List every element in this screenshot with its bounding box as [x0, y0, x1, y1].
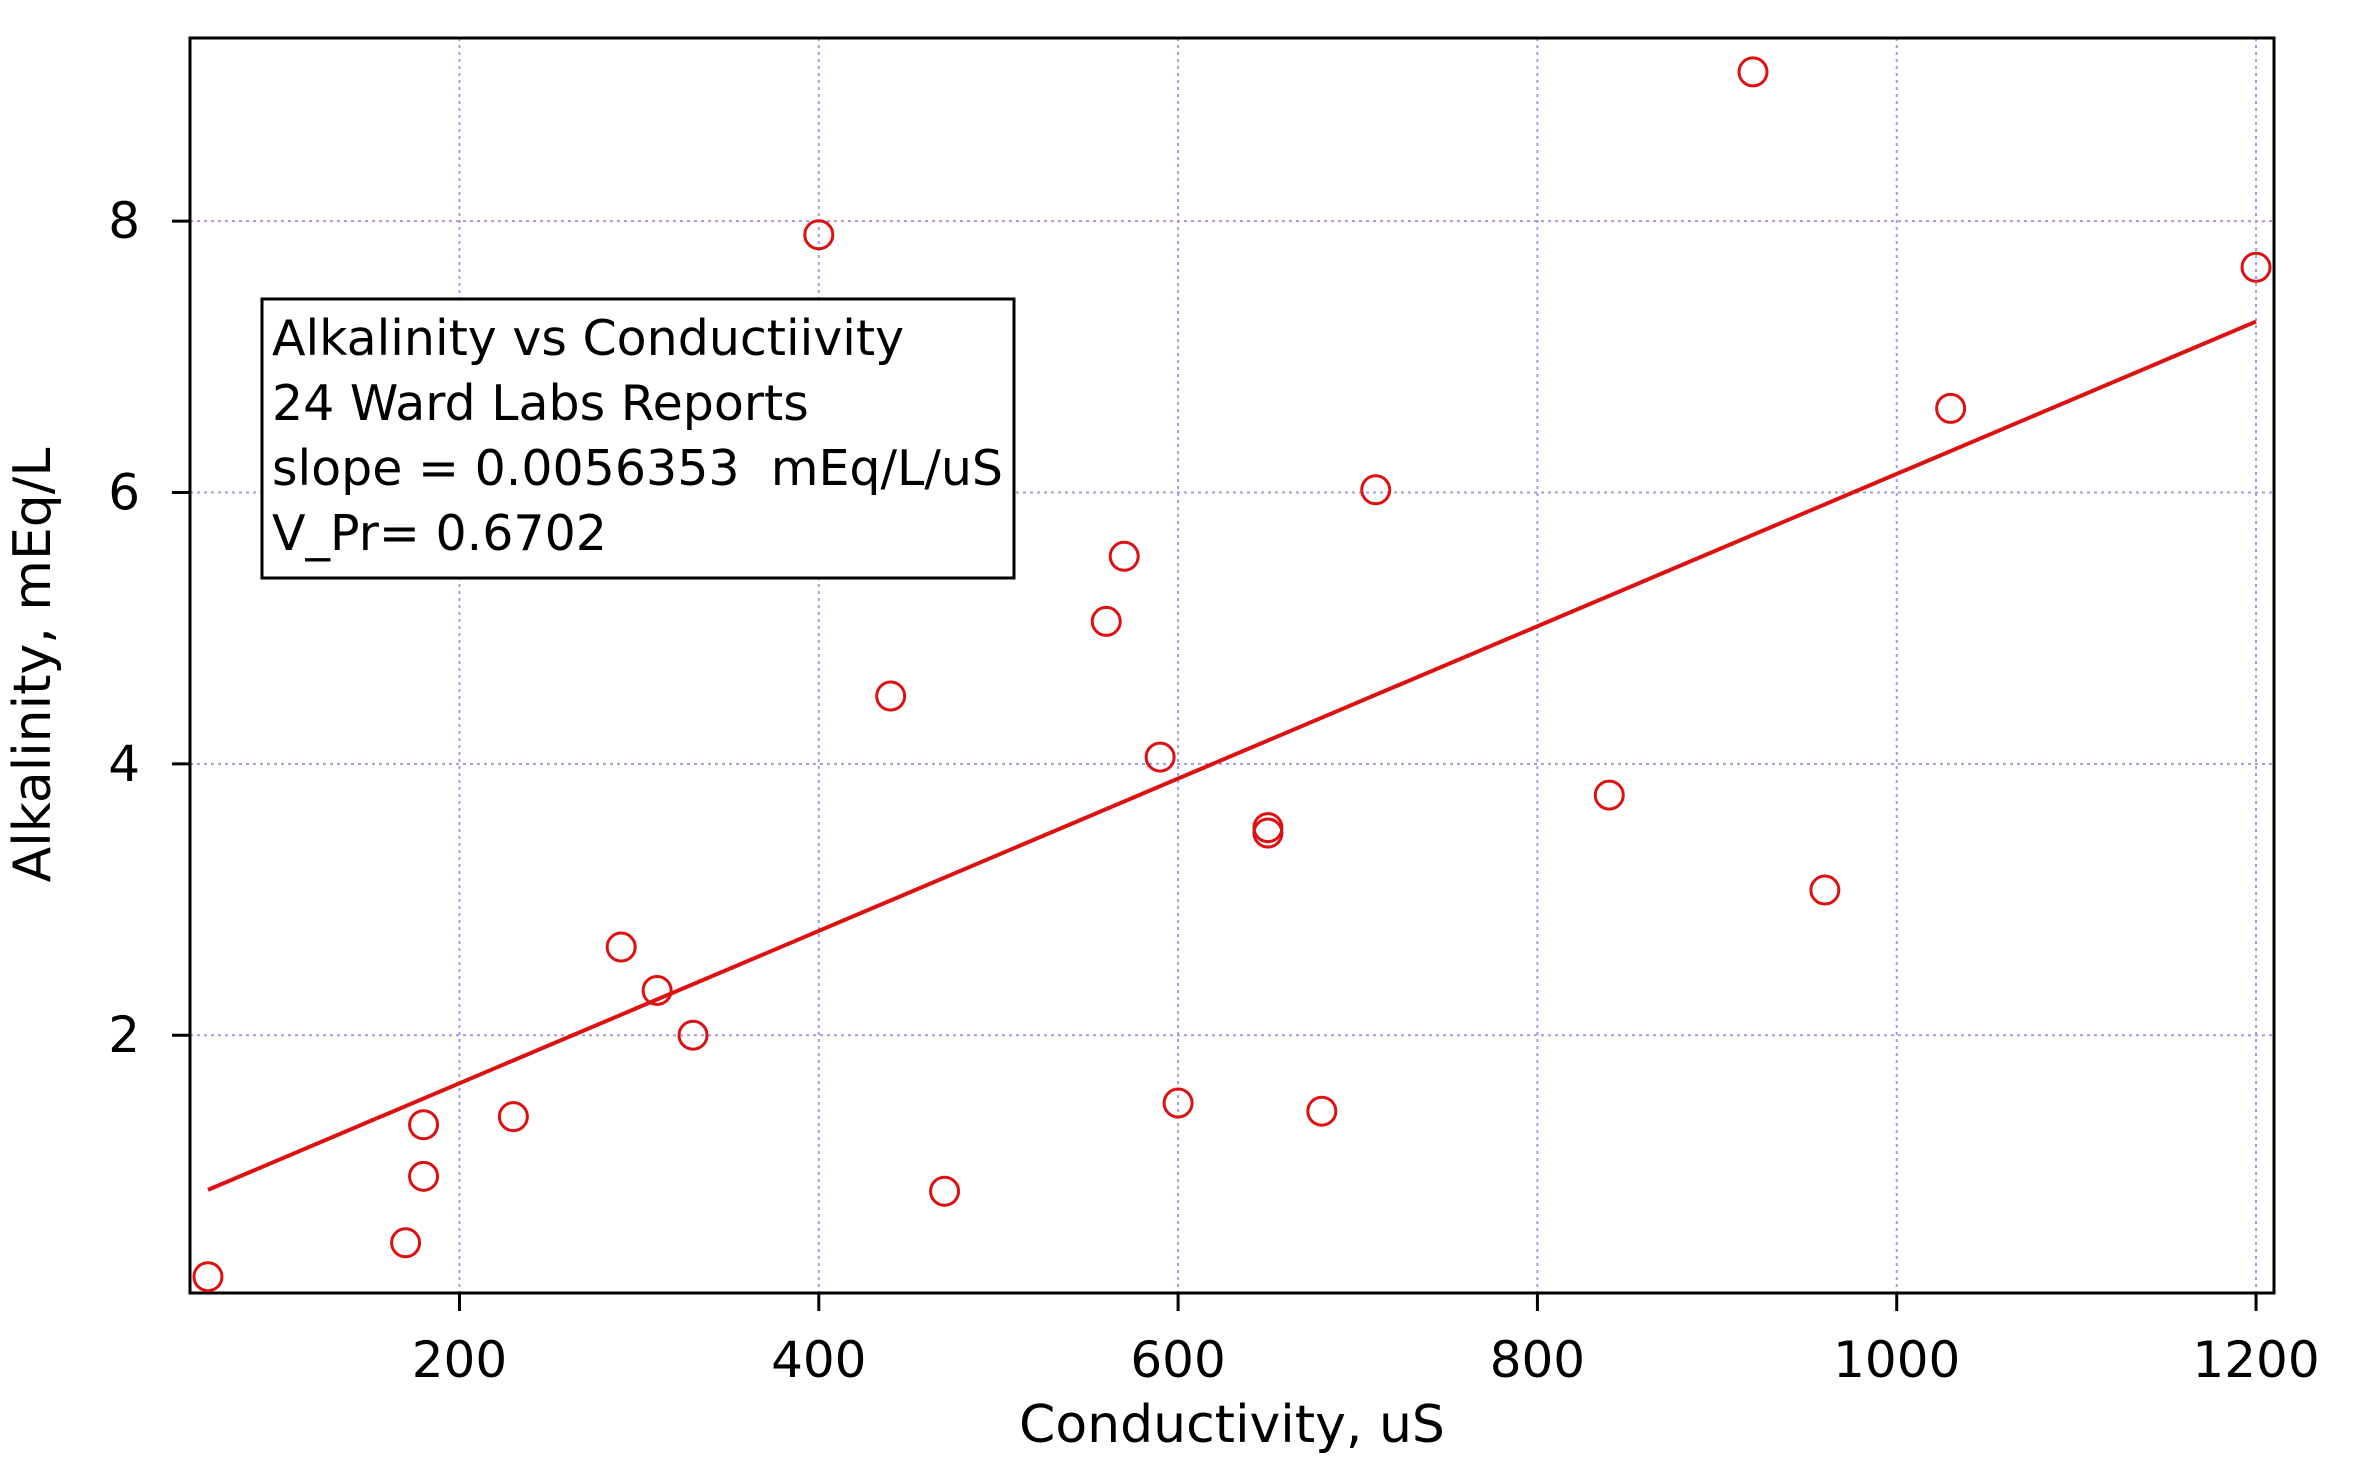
data-point: [929, 1175, 961, 1207]
grid-lines: [190, 38, 2274, 1293]
y-tick-label: 2: [108, 1006, 140, 1064]
data-point: [875, 680, 907, 712]
x-tick-label: 1200: [2192, 1331, 2319, 1389]
data-point: [408, 1160, 440, 1192]
fit-line-layer: [207, 319, 2257, 1192]
annotation-line-3: slope = 0.0056353 mEq/L/uS: [272, 440, 1003, 497]
y-tick-label: 8: [108, 192, 140, 250]
annotation-line-2: 24 Ward Labs Reports: [272, 375, 809, 432]
data-point: [1108, 540, 1140, 572]
x-tick-label: 800: [1490, 1331, 1585, 1389]
y-tick-label: 6: [108, 464, 140, 522]
data-point: [1090, 605, 1122, 637]
data-point: [1162, 1087, 1194, 1119]
y-axis-label: Alkalinity, mEq/L: [3, 448, 63, 883]
x-tick-label: 400: [771, 1331, 866, 1389]
axis-ticks: 200 400 600 800 1000 1200 2 4 6 8: [108, 192, 2319, 1389]
data-point: [677, 1019, 709, 1051]
x-tick-label: 600: [1130, 1331, 1225, 1389]
data-point: [192, 1261, 224, 1293]
y-tick-label: 4: [108, 735, 140, 793]
data-point: [1737, 56, 1769, 88]
data-points: [192, 56, 2272, 1293]
annotation-line-4: V_Pr= 0.6702: [272, 505, 607, 562]
fit-line: [207, 319, 2257, 1192]
data-point: [1809, 874, 1841, 906]
annotation-line-1: Alkalinity vs Conductiivity: [272, 310, 904, 367]
data-point: [1935, 392, 1967, 424]
data-point: [1252, 817, 1284, 849]
data-point: [605, 931, 637, 963]
data-point: [803, 219, 835, 251]
x-axis-label: Conductivity, uS: [1019, 1395, 1445, 1455]
data-point: [390, 1227, 422, 1259]
annotation-box: Alkalinity vs Conductiivity 24 Ward Labs…: [260, 297, 1016, 580]
plot-frame: [188, 36, 2276, 1295]
x-tick-label: 200: [412, 1331, 507, 1389]
annotation-frame: [260, 297, 1016, 580]
data-point: [1593, 779, 1625, 811]
data-point: [497, 1101, 529, 1133]
data-point: [1144, 741, 1176, 773]
data-point: [641, 974, 673, 1006]
data-point: [1360, 474, 1392, 506]
data-point: [1306, 1095, 1338, 1127]
x-tick-label: 1000: [1833, 1331, 1960, 1389]
data-point: [408, 1109, 440, 1141]
data-point: [2240, 251, 2272, 283]
